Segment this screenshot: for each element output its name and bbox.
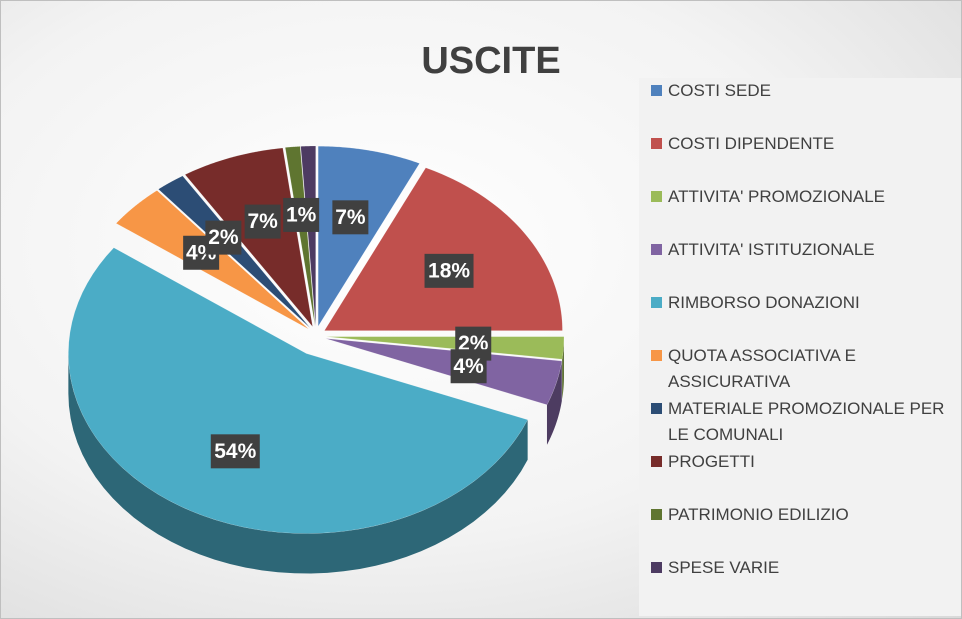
slice — [317, 145, 420, 328]
legend-item: PATRIMONIO EDILIZIO — [651, 502, 951, 528]
legend-item: ATTIVITA' ISTITUZIONALE — [651, 237, 951, 263]
legend-swatch — [651, 138, 662, 149]
legend-item: PROGETTI — [651, 449, 951, 475]
data-label-box — [424, 253, 474, 288]
legend-label: ATTIVITA' ISTITUZIONALE — [668, 240, 875, 259]
legend-item: COSTI SEDE — [651, 78, 951, 104]
legend-swatch — [651, 244, 662, 255]
legend-label: MATERIALE PROMOZIONALE PER LE COMUNALI — [668, 399, 945, 444]
legend: COSTI SEDE COSTI DIPENDENTE ATTIVITA' PROM… — [639, 78, 961, 616]
legend-label: COSTI DIPENDENTE — [668, 134, 835, 153]
legend-item: COSTI DIPENDENTE — [651, 131, 951, 157]
data-label: 4% — [453, 355, 484, 378]
legend-label: SPESE VARIE — [668, 558, 780, 577]
legend-label: PATRIMONIO EDILIZIO — [668, 505, 849, 524]
slice — [284, 146, 316, 327]
legend-label: RIMBORSO DONAZIONI — [668, 293, 860, 312]
legend-item: SPESE VARIE — [651, 555, 951, 581]
data-label-box — [283, 197, 320, 232]
legend-item: ATTIVITA' PROMOZIONALE — [651, 184, 951, 210]
legend-swatch — [651, 403, 662, 414]
legend-swatch — [651, 297, 662, 308]
data-label-box — [332, 200, 369, 235]
legend-item: RIMBORSO DONAZIONI — [651, 290, 951, 316]
legend-label: ATTIVITA' PROMOZIONALE — [668, 187, 886, 206]
legend-swatch — [651, 85, 662, 96]
data-label: 54% — [214, 440, 256, 463]
data-label: 1% — [286, 203, 317, 226]
chart-title: USCITE — [421, 40, 560, 82]
slice — [68, 247, 529, 534]
slice — [325, 338, 563, 406]
legend-item: MATERIALE PROMOZIONALE PER LE COMUNALI — [651, 396, 951, 448]
data-label-box — [205, 220, 242, 255]
data-label: 2% — [208, 226, 239, 249]
data-label: 7% — [335, 206, 366, 229]
legend-label: QUOTA ASSOCIATIVA E ASSICURATIVA — [668, 346, 856, 391]
slice — [300, 145, 316, 327]
legend-swatch — [651, 562, 662, 573]
data-label: 18% — [428, 259, 470, 282]
slice — [323, 167, 563, 331]
legend-label: COSTI SEDE — [668, 81, 771, 100]
data-label-box — [450, 349, 487, 384]
legend-swatch — [651, 350, 662, 361]
legend-swatch — [651, 509, 662, 520]
data-label-box — [244, 204, 281, 239]
legend-swatch — [651, 191, 662, 202]
data-label-box — [210, 434, 260, 469]
data-label: 7% — [247, 210, 278, 233]
slice-side — [562, 336, 564, 400]
slice — [325, 336, 565, 360]
slice-side — [546, 361, 562, 445]
legend-item: QUOTA ASSOCIATIVA E ASSICURATIVA — [651, 343, 951, 395]
legend-label: PROGETTI — [668, 452, 755, 471]
legend-swatch — [651, 456, 662, 467]
slice-side — [68, 353, 528, 574]
